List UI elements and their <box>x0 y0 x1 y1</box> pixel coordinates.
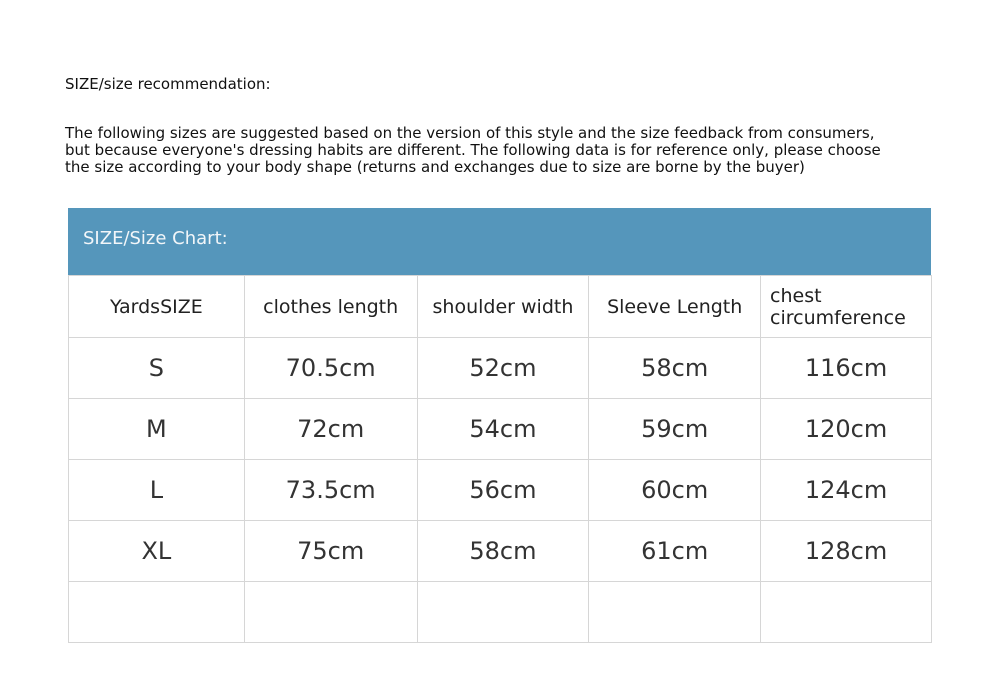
intro-line: but because everyone's dressing habits a… <box>65 141 881 159</box>
table-cell <box>588 581 762 643</box>
table-cell: 60cm <box>588 459 762 521</box>
column-header: clothes length <box>243 275 418 338</box>
page-title: SIZE/size recommendation: <box>65 75 271 93</box>
table-cell: 70.5cm <box>243 337 418 399</box>
table-cell: 58cm <box>416 520 590 582</box>
table-cell: 120cm <box>760 398 932 460</box>
column-header: YardsSIZE <box>68 275 245 338</box>
size-chart-header: SIZE/Size Chart: <box>68 208 931 275</box>
table-cell: 128cm <box>760 520 932 582</box>
table-cell <box>68 581 245 643</box>
size-chart-table: YardsSIZE clothes length shoulder width … <box>68 275 932 643</box>
table-cell: 56cm <box>416 459 590 521</box>
table-cell: 54cm <box>416 398 590 460</box>
table-header-row: YardsSIZE clothes length shoulder width … <box>68 275 932 338</box>
table-cell: 75cm <box>243 520 418 582</box>
table-row: XL 75cm 58cm 61cm 128cm <box>68 520 932 582</box>
table-cell: M <box>68 398 245 460</box>
table-cell: 52cm <box>416 337 590 399</box>
table-row <box>68 581 932 643</box>
table-cell: 73.5cm <box>243 459 418 521</box>
intro-line: the size according to your body shape (r… <box>65 158 805 176</box>
table-cell <box>416 581 590 643</box>
table-cell: XL <box>68 520 245 582</box>
table-row: S 70.5cm 52cm 58cm 116cm <box>68 337 932 399</box>
table-cell: S <box>68 337 245 399</box>
column-header: shoulder width <box>416 275 590 338</box>
table-cell: L <box>68 459 245 521</box>
table-cell: 58cm <box>588 337 762 399</box>
column-header: Sleeve Length <box>588 275 762 338</box>
table-row: L 73.5cm 56cm 60cm 124cm <box>68 459 932 521</box>
table-cell: 116cm <box>760 337 932 399</box>
table-cell: 124cm <box>760 459 932 521</box>
column-header: chest circumference <box>760 275 932 338</box>
size-chart-caption: SIZE/Size Chart: <box>83 228 228 249</box>
table-cell: 59cm <box>588 398 762 460</box>
intro-text: The following sizes are suggested based … <box>65 125 945 176</box>
intro-line: The following sizes are suggested based … <box>65 124 875 142</box>
table-cell <box>760 581 932 643</box>
table-cell: 72cm <box>243 398 418 460</box>
table-cell <box>243 581 418 643</box>
table-row: M 72cm 54cm 59cm 120cm <box>68 398 932 460</box>
table-cell: 61cm <box>588 520 762 582</box>
